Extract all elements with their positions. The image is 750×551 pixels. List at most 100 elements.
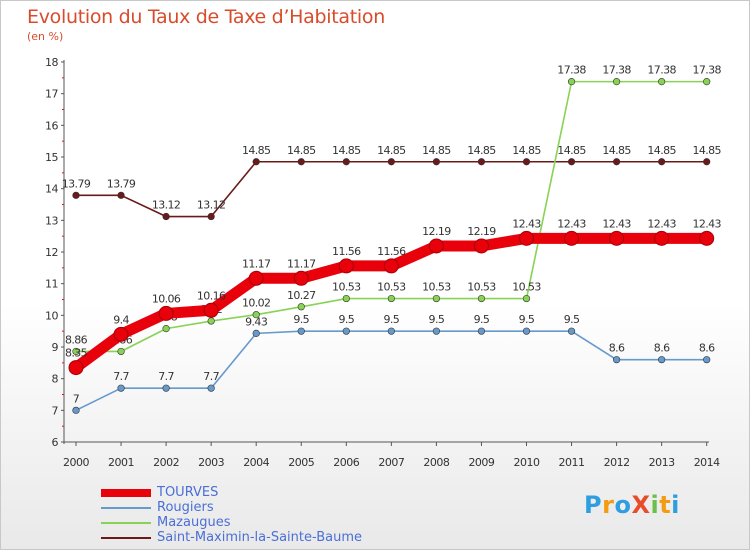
logo-letter: t <box>659 491 672 519</box>
data-label: 9.5 <box>564 313 580 326</box>
data-point <box>342 294 350 303</box>
data-point <box>432 294 441 303</box>
data-label: 9.5 <box>383 313 399 326</box>
y-tick-label: 18 <box>45 56 58 69</box>
data-label: 9.43 <box>245 315 268 328</box>
data-label: 10.53 <box>512 281 541 294</box>
data-point <box>658 356 666 364</box>
data-point <box>658 158 666 166</box>
data-point <box>387 294 395 303</box>
data-point <box>117 191 125 199</box>
data-point <box>293 270 309 286</box>
data-label: 17.38 <box>692 64 721 77</box>
x-tick-label: 2007 <box>378 456 404 469</box>
data-label: 14.85 <box>377 144 406 157</box>
x-tick-label: 2014 <box>694 456 720 469</box>
x-tick-label: 2008 <box>423 456 449 469</box>
y-tick-label: 6 <box>52 436 59 449</box>
data-point <box>383 258 399 274</box>
y-tick-label: 15 <box>45 151 58 164</box>
legend-label: TOURVES <box>157 485 219 500</box>
data-point <box>68 360 84 376</box>
y-tick-label: 10 <box>45 309 58 322</box>
data-point <box>207 317 215 325</box>
data-point <box>612 158 621 166</box>
data-label: 13.12 <box>152 199 181 212</box>
data-label: 9.5 <box>429 313 445 326</box>
y-tick-label: 14 <box>45 183 58 196</box>
y-tick-label: 16 <box>45 119 58 132</box>
data-label: 11.17 <box>287 257 316 270</box>
data-point <box>654 230 670 246</box>
logo-letter: i <box>650 491 660 519</box>
data-label: 9.5 <box>338 313 354 326</box>
data-point <box>567 327 576 335</box>
legend-swatch <box>101 489 151 497</box>
data-label: 11.17 <box>242 257 271 270</box>
data-point <box>252 329 260 337</box>
data-label: 13.12 <box>197 199 226 212</box>
data-point <box>207 212 215 221</box>
data-label: 10.16 <box>197 289 226 302</box>
data-label: 14.85 <box>602 144 631 157</box>
data-point <box>252 311 260 319</box>
data-label: 12.19 <box>422 225 451 238</box>
data-label: 14.85 <box>512 144 541 157</box>
data-label: 14.85 <box>557 144 586 157</box>
data-label: 14.85 <box>332 144 361 157</box>
x-tick-label: 2003 <box>198 456 224 469</box>
data-label: 7.7 <box>203 370 219 383</box>
x-tick-label: 2013 <box>649 456 675 469</box>
data-point <box>699 230 715 246</box>
y-tick-label: 8 <box>52 373 59 386</box>
y-tick-label: 7 <box>52 404 59 417</box>
x-tick-label: 2010 <box>514 456 540 469</box>
data-point <box>612 78 621 86</box>
chart-title: Evolution du Taux de Taxe d’Habitation <box>27 6 385 28</box>
data-label: 8.35 <box>65 347 88 360</box>
data-point <box>158 305 174 321</box>
data-point <box>297 158 305 166</box>
data-point <box>387 158 395 166</box>
data-label: 10.53 <box>422 281 451 294</box>
data-point <box>117 347 125 356</box>
data-point <box>522 158 531 166</box>
data-point <box>609 230 625 246</box>
data-point <box>564 230 580 246</box>
data-point <box>342 158 350 166</box>
data-label: 9.4 <box>113 313 129 326</box>
data-label: 10.53 <box>377 281 406 294</box>
y-tick-label: 9 <box>52 341 59 354</box>
data-point <box>477 158 486 166</box>
legend-label: Saint-Maximin-la-Sainte-Baume <box>157 530 362 545</box>
data-label: 17.38 <box>602 64 631 77</box>
data-label: 9.5 <box>474 313 490 326</box>
legend-swatch <box>101 522 151 524</box>
data-label: 9.5 <box>293 313 309 326</box>
data-label: 8.6 <box>654 342 670 355</box>
x-tick-label: 2011 <box>559 456 585 469</box>
data-point <box>703 356 711 364</box>
data-label: 7 <box>73 392 80 405</box>
data-point <box>338 258 354 274</box>
data-label: 12.43 <box>647 217 676 230</box>
x-tick-label: 2006 <box>333 456 359 469</box>
y-tick-label: 17 <box>45 88 58 101</box>
data-label: 9.5 <box>519 313 535 326</box>
data-label: 14.85 <box>242 144 271 157</box>
data-label: 12.43 <box>512 217 541 230</box>
data-label: 10.53 <box>467 281 496 294</box>
data-label: 17.38 <box>647 64 676 77</box>
data-point <box>477 327 486 335</box>
data-point <box>658 78 666 86</box>
data-point <box>522 294 531 303</box>
x-tick-label: 2000 <box>63 456 89 469</box>
data-label: 13.79 <box>62 177 91 190</box>
x-tick-label: 2005 <box>288 456 314 469</box>
data-label: 14.85 <box>647 144 676 157</box>
data-label: 11.56 <box>377 245 406 258</box>
data-point <box>387 327 395 335</box>
data-point <box>162 212 170 221</box>
data-label: 12.43 <box>602 217 631 230</box>
